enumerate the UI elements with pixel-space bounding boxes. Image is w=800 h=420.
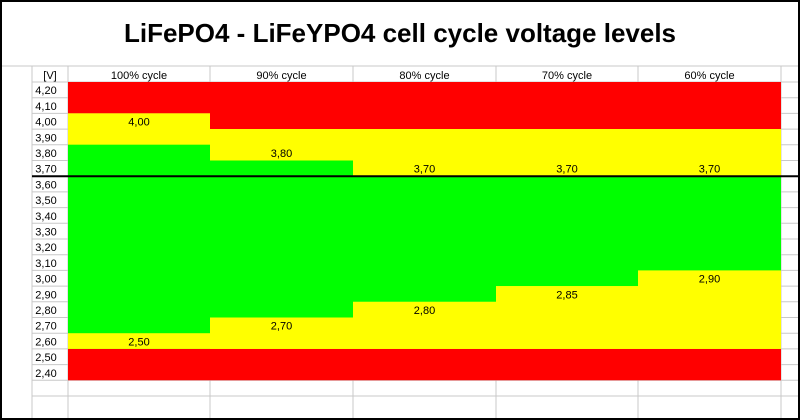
safe-zone: [68, 144, 210, 177]
voltage-row-label: 2,50: [35, 352, 56, 364]
voltage-row-label: 3,30: [35, 227, 56, 239]
lower-limit-label: 2,80: [414, 305, 435, 317]
danger-zone-top: [353, 82, 496, 130]
voltage-row-label: 3,00: [35, 274, 56, 286]
caution-zone-top: [68, 113, 210, 145]
upper-limit-label: 3,80: [271, 148, 292, 160]
voltage-row-label: 2,40: [35, 368, 56, 380]
caution-zone-top: [638, 129, 781, 177]
caution-zone-top: [210, 129, 353, 161]
voltage-row-label: 2,80: [35, 305, 56, 317]
voltage-row-label: 3,60: [35, 179, 56, 191]
voltage-zones: [68, 82, 781, 381]
danger-zone-top: [496, 82, 638, 130]
cycle-header: 60% cycle: [684, 70, 734, 82]
lower-limit-label: 2,90: [699, 274, 720, 286]
voltage-row-label: 3,80: [35, 148, 56, 160]
upper-limit-label: 3,70: [414, 164, 435, 176]
cycle-header: 90% cycle: [256, 70, 306, 82]
safe-zone: [353, 176, 496, 302]
upper-limit-label: 3,70: [556, 164, 577, 176]
caution-zone-bottom: [638, 270, 781, 349]
voltage-row-label: 4,20: [35, 85, 56, 97]
upper-limit-label: 4,00: [128, 117, 149, 129]
cycle-header: 100% cycle: [111, 70, 167, 82]
upper-limit-label: 3,70: [699, 164, 720, 176]
lower-limit-label: 2,50: [128, 336, 149, 348]
caution-zone-bottom: [210, 317, 353, 349]
cycle-header: 80% cycle: [399, 70, 449, 82]
danger-zone-top: [638, 82, 781, 130]
voltage-row-label: 3,40: [35, 211, 56, 223]
danger-zone-bottom: [68, 348, 210, 381]
voltage-row-label: 3,70: [35, 164, 56, 176]
voltage-row-label: 2,90: [35, 289, 56, 301]
safe-zone: [638, 176, 781, 271]
caution-zone-top: [353, 129, 496, 177]
danger-zone-bottom: [638, 348, 781, 381]
voltage-row-label: 2,60: [35, 336, 56, 348]
voltage-row-label: 3,50: [35, 195, 56, 207]
danger-zone-top: [210, 82, 353, 130]
caution-zone-bottom: [496, 286, 638, 349]
voltage-row-label: 3,10: [35, 258, 56, 270]
voltage-row-label: 3,20: [35, 242, 56, 254]
caution-zone-top: [496, 129, 638, 177]
voltage-row-label: 2,70: [35, 321, 56, 333]
voltage-row-label: 4,00: [35, 117, 56, 129]
voltage-row-label: 4,10: [35, 101, 56, 113]
caution-zone-bottom: [68, 333, 210, 349]
safe-zone: [496, 176, 638, 287]
lower-limit-label: 2,70: [271, 321, 292, 333]
unit-label: [V]: [43, 70, 56, 82]
lower-limit-label: 2,85: [556, 289, 577, 301]
caution-zone-bottom: [353, 301, 496, 349]
safe-zone: [210, 160, 353, 318]
voltage-row-label: 3,90: [35, 132, 56, 144]
danger-zone-bottom: [210, 348, 353, 381]
chart-title: LiFePO4 - LiFeYPO4 cell cycle voltage le…: [124, 18, 676, 48]
cycle-header: 70% cycle: [542, 70, 592, 82]
danger-zone-top: [68, 82, 210, 114]
danger-zone-bottom: [496, 348, 638, 381]
danger-zone-bottom: [353, 348, 496, 381]
